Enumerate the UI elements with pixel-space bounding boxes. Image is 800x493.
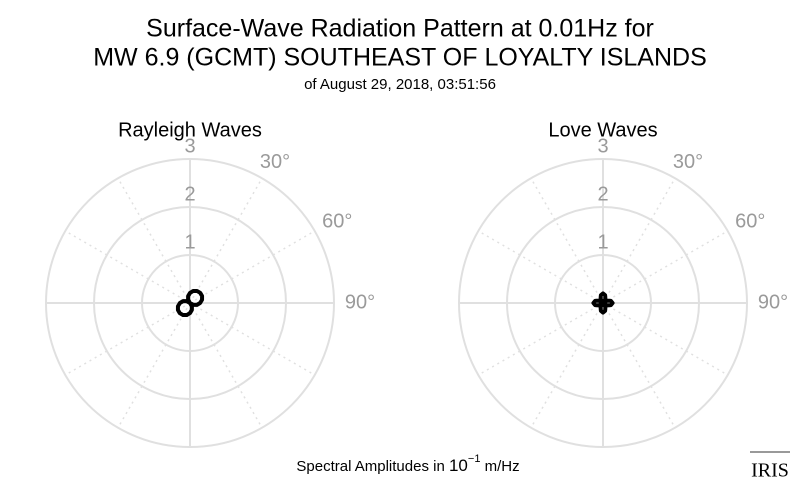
logo: IRIS [751,460,789,482]
spoke [477,302,604,376]
grid-circle [554,254,652,352]
spoke [602,230,729,304]
grid-circle [45,158,335,448]
spoke [189,302,263,429]
spoke [477,230,604,304]
pattern-line [175,288,205,318]
spoke [117,177,191,304]
spoke [602,302,676,429]
footer: Spectral Amplitudes in 10−1 m/Hz [296,450,519,476]
spoke [530,177,604,304]
theta-tick-label: 30° [260,151,290,173]
r-tick-label: 2 [597,183,608,205]
r-tick-label: 2 [184,183,195,205]
spoke [602,302,729,376]
spoke [189,302,316,376]
theta-tick-label: 90° [345,291,375,313]
theta-tick-label: 60° [735,210,765,232]
spoke [117,302,191,429]
title-line: MW 6.9 (GCMT) SOUTHEAST OF LOYALTY ISLAN… [93,44,707,72]
spoke [530,302,604,429]
pattern-line [591,291,615,315]
theta-tick-label: 30° [673,151,703,173]
spoke [64,302,191,376]
theta-tick-label: 60° [322,210,352,232]
r-tick-label: 1 [597,231,608,253]
spoke [64,230,191,304]
spoke [602,177,676,304]
grid-circle [506,206,700,400]
footer-text: Spectral Amplitudes in [296,458,444,475]
spoke [189,177,263,304]
subtitle: of August 29, 2018, 03:51:56 [304,76,496,93]
chart-title: Rayleigh Waves [118,119,262,141]
spoke [189,230,316,304]
r-tick-label: 3 [597,135,608,157]
footer-unit: m/Hz [485,458,520,475]
r-tick-label: 3 [184,135,195,157]
grid-circle [93,206,287,400]
footer-base: 10 [449,456,468,475]
footer-exponent: −1 [468,453,481,465]
grid-circle [458,158,748,448]
grid-circle [141,254,239,352]
chart-title: Love Waves [548,119,657,141]
theta-tick-label: 90° [758,291,788,313]
r-tick-label: 1 [184,231,195,253]
title-line: Surface-Wave Radiation Pattern at 0.01Hz… [146,15,654,43]
